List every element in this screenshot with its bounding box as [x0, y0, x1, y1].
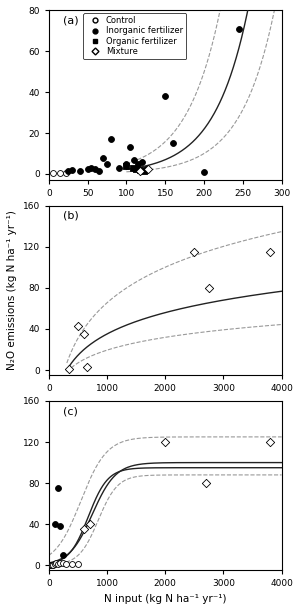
- Point: [146, 164, 151, 174]
- Point: [50, 560, 55, 569]
- Point: [52, 559, 57, 569]
- Point: [47, 560, 52, 570]
- Point: [52, 519, 57, 529]
- Point: [163, 437, 168, 447]
- Point: [64, 559, 69, 569]
- Point: [134, 164, 139, 174]
- Point: [58, 168, 63, 178]
- Point: [70, 559, 74, 569]
- Point: [116, 163, 121, 173]
- Point: [61, 550, 66, 560]
- Point: [192, 247, 197, 257]
- Point: [53, 558, 58, 568]
- Point: [128, 142, 133, 152]
- Point: [136, 159, 140, 169]
- Point: [81, 329, 86, 339]
- Point: [70, 165, 74, 175]
- Point: [49, 560, 53, 570]
- Point: [84, 362, 89, 372]
- Point: [48, 560, 53, 569]
- Text: (b): (b): [63, 211, 79, 221]
- Point: [101, 153, 106, 163]
- Y-axis label: N₂O emissions (kg N ha⁻¹ yr⁻¹): N₂O emissions (kg N ha⁻¹ yr⁻¹): [7, 211, 17, 370]
- Point: [124, 159, 129, 169]
- Point: [202, 167, 206, 177]
- Point: [85, 164, 90, 174]
- Point: [236, 24, 241, 34]
- Point: [49, 560, 54, 569]
- Point: [67, 364, 72, 373]
- Point: [268, 247, 272, 257]
- Point: [81, 524, 86, 534]
- Point: [171, 138, 176, 148]
- Point: [138, 166, 143, 176]
- Point: [58, 521, 63, 531]
- Point: [132, 155, 136, 164]
- X-axis label: N input (kg N ha⁻¹ yr⁻¹): N input (kg N ha⁻¹ yr⁻¹): [104, 594, 226, 604]
- Point: [105, 159, 110, 169]
- Point: [142, 166, 147, 176]
- Point: [66, 166, 70, 176]
- Point: [76, 560, 80, 569]
- Point: [76, 321, 80, 331]
- Point: [206, 283, 211, 293]
- Point: [77, 166, 82, 176]
- Point: [89, 163, 94, 173]
- Point: [130, 163, 135, 173]
- Point: [87, 519, 92, 529]
- Point: [163, 92, 168, 101]
- Text: (c): (c): [63, 406, 78, 416]
- Point: [97, 166, 102, 176]
- Point: [124, 161, 129, 170]
- Legend: Control, Inorganic fertilizer, Organic fertilizer, Mixture: Control, Inorganic fertilizer, Organic f…: [83, 13, 186, 59]
- Point: [64, 168, 68, 178]
- Point: [51, 560, 56, 569]
- Point: [268, 437, 272, 447]
- Point: [140, 156, 144, 166]
- Point: [55, 559, 60, 569]
- Point: [203, 478, 208, 488]
- Text: (a): (a): [63, 15, 78, 26]
- Point: [55, 483, 60, 493]
- Point: [143, 164, 148, 174]
- Point: [93, 164, 98, 174]
- Point: [50, 169, 55, 178]
- Point: [138, 165, 143, 175]
- Point: [61, 558, 66, 568]
- Point: [58, 558, 63, 568]
- Point: [109, 134, 113, 144]
